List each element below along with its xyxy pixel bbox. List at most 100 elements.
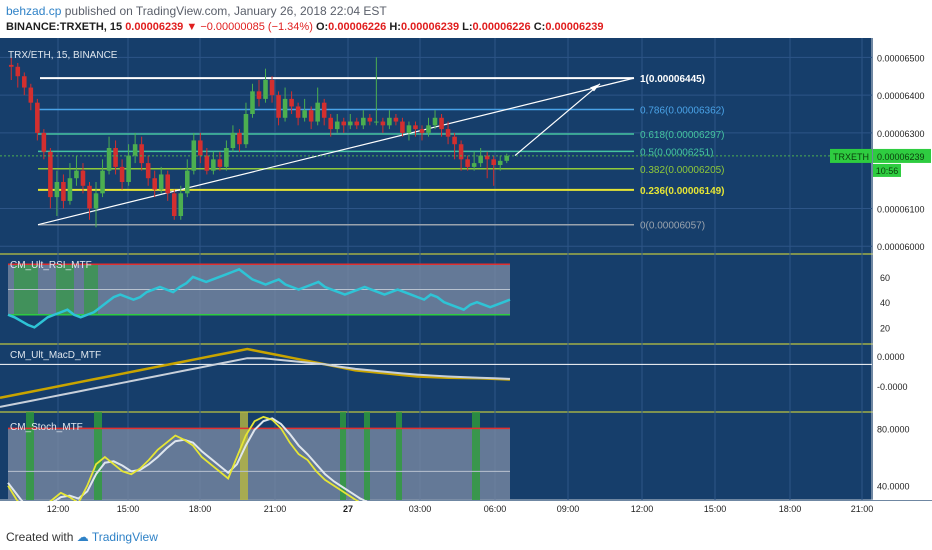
candle-body[interactable] xyxy=(328,117,333,130)
candle-body[interactable] xyxy=(367,117,373,122)
candle-body[interactable] xyxy=(458,144,464,160)
candle-body[interactable] xyxy=(276,95,281,118)
candle-body[interactable] xyxy=(471,163,477,167)
candle-body[interactable] xyxy=(237,132,242,145)
candle-body[interactable] xyxy=(87,185,92,209)
candle-body[interactable] xyxy=(185,170,190,194)
candle-body[interactable] xyxy=(243,114,249,145)
candle-body[interactable] xyxy=(302,110,307,118)
candle-body[interactable] xyxy=(445,129,451,137)
candle-body[interactable] xyxy=(230,132,236,148)
projection-arrow[interactable] xyxy=(514,83,601,157)
candle-body[interactable] xyxy=(165,174,171,194)
stoch-signal-bar xyxy=(364,412,370,500)
candle-body[interactable] xyxy=(393,117,399,122)
candle-body[interactable] xyxy=(250,91,255,114)
candle-body[interactable] xyxy=(354,121,360,126)
candle-body[interactable] xyxy=(41,132,47,152)
candle-body[interactable] xyxy=(426,125,431,133)
candle-body[interactable] xyxy=(119,166,125,182)
time-tick-label: 12:00 xyxy=(631,504,654,514)
candle-body[interactable] xyxy=(334,121,340,130)
candle-body[interactable] xyxy=(80,170,86,186)
macd-line[interactable] xyxy=(0,347,511,400)
candle-body[interactable] xyxy=(48,151,53,198)
rsi-tick-label: 60 xyxy=(880,273,890,283)
rsi-pane[interactable]: CM_Ult_RSI_MTF xyxy=(7,260,511,329)
publisher-link[interactable]: behzad.cp xyxy=(6,4,62,18)
candle-body[interactable] xyxy=(361,117,366,126)
candle-body[interactable] xyxy=(100,170,105,194)
stoch-pane[interactable]: CM_Stoch_MTF xyxy=(7,412,511,516)
candle-body[interactable] xyxy=(282,98,288,118)
candle-body[interactable] xyxy=(374,121,379,123)
candle-body[interactable] xyxy=(178,193,184,216)
candle-body[interactable] xyxy=(484,155,490,160)
price-pane[interactable]: 1(0.00006445) 0.786(0.00006362) 0.618(0.00… xyxy=(0,50,872,232)
chart-svg[interactable]: 1(0.00006445) 0.786(0.00006362) 0.618(0.00… xyxy=(0,38,932,516)
candle-body[interactable] xyxy=(295,106,301,118)
candle-body[interactable] xyxy=(432,117,438,126)
tradingview-brand-link[interactable]: TradingView xyxy=(91,530,158,544)
candle-body[interactable] xyxy=(158,174,164,190)
candle-body[interactable] xyxy=(308,110,314,122)
candle-body[interactable] xyxy=(106,148,112,171)
candle-body[interactable] xyxy=(341,121,347,126)
candle-body[interactable] xyxy=(211,159,216,171)
macd-tick-label: 0.0000 xyxy=(877,352,905,362)
candle-body[interactable] xyxy=(289,98,294,107)
time-tick-label: 06:00 xyxy=(484,504,507,514)
candle-body[interactable] xyxy=(439,117,444,130)
candle-body[interactable] xyxy=(113,148,118,167)
candle-body[interactable] xyxy=(93,193,99,209)
chart-container[interactable]: 1(0.00006445) 0.786(0.00006362) 0.618(0.00… xyxy=(0,38,932,516)
candle-body[interactable] xyxy=(497,160,503,165)
arrow-head-icon xyxy=(590,83,600,92)
candle-body[interactable] xyxy=(217,159,223,167)
candle-body[interactable] xyxy=(22,76,27,88)
candle-body[interactable] xyxy=(504,155,510,161)
candle-body[interactable] xyxy=(347,121,353,126)
candle-body[interactable] xyxy=(406,125,412,133)
candle-body[interactable] xyxy=(28,87,34,103)
candle-body[interactable] xyxy=(269,80,275,96)
candle-body[interactable] xyxy=(35,102,40,133)
candle-body[interactable] xyxy=(321,102,327,118)
macd-signal-line[interactable] xyxy=(0,357,511,408)
candle-body[interactable] xyxy=(67,178,73,201)
candle-body[interactable] xyxy=(198,140,203,156)
candle-body[interactable] xyxy=(478,155,483,164)
candle-body[interactable] xyxy=(224,148,229,167)
time-tick-label: 03:00 xyxy=(409,504,432,514)
candle-body[interactable] xyxy=(256,91,262,99)
candle-body[interactable] xyxy=(419,129,425,133)
candle-body[interactable] xyxy=(171,193,177,216)
fib-level-label: 0.786(0.00006362) xyxy=(640,105,725,116)
candle-body[interactable] xyxy=(126,155,131,182)
price-axis[interactable]: 0.00006500 0.00006400 0.00006300 0.00006100… xyxy=(830,38,932,500)
candle-body[interactable] xyxy=(74,170,79,179)
candle-body[interactable] xyxy=(139,144,144,164)
candle-body[interactable] xyxy=(315,102,320,122)
candle-body[interactable] xyxy=(465,159,470,167)
candle-body[interactable] xyxy=(413,125,418,130)
candle-body[interactable] xyxy=(380,121,386,126)
candle-body[interactable] xyxy=(263,80,268,99)
candle-body[interactable] xyxy=(204,155,210,171)
time-axis[interactable]: 12:00 15:00 18:00 21:00 27 03:00 06:00 09:00 12:… xyxy=(0,501,932,516)
candle-body[interactable] xyxy=(132,144,138,156)
candle-body[interactable] xyxy=(54,182,60,198)
candle-body[interactable] xyxy=(400,121,405,133)
candle-body[interactable] xyxy=(387,117,392,126)
stoch-signal-bar xyxy=(94,412,102,500)
candle-body[interactable] xyxy=(145,163,151,179)
macd-pane[interactable]: CM_Ult_MacD_MTF xyxy=(0,347,872,408)
candle-body[interactable] xyxy=(491,159,496,165)
trend-line[interactable] xyxy=(37,77,635,226)
rsi-line[interactable] xyxy=(7,267,511,329)
candle-body[interactable] xyxy=(152,178,157,190)
candle-body[interactable] xyxy=(452,136,457,145)
candle-body[interactable] xyxy=(61,182,66,201)
candle-body[interactable] xyxy=(8,64,14,67)
candle-body[interactable] xyxy=(15,66,21,77)
